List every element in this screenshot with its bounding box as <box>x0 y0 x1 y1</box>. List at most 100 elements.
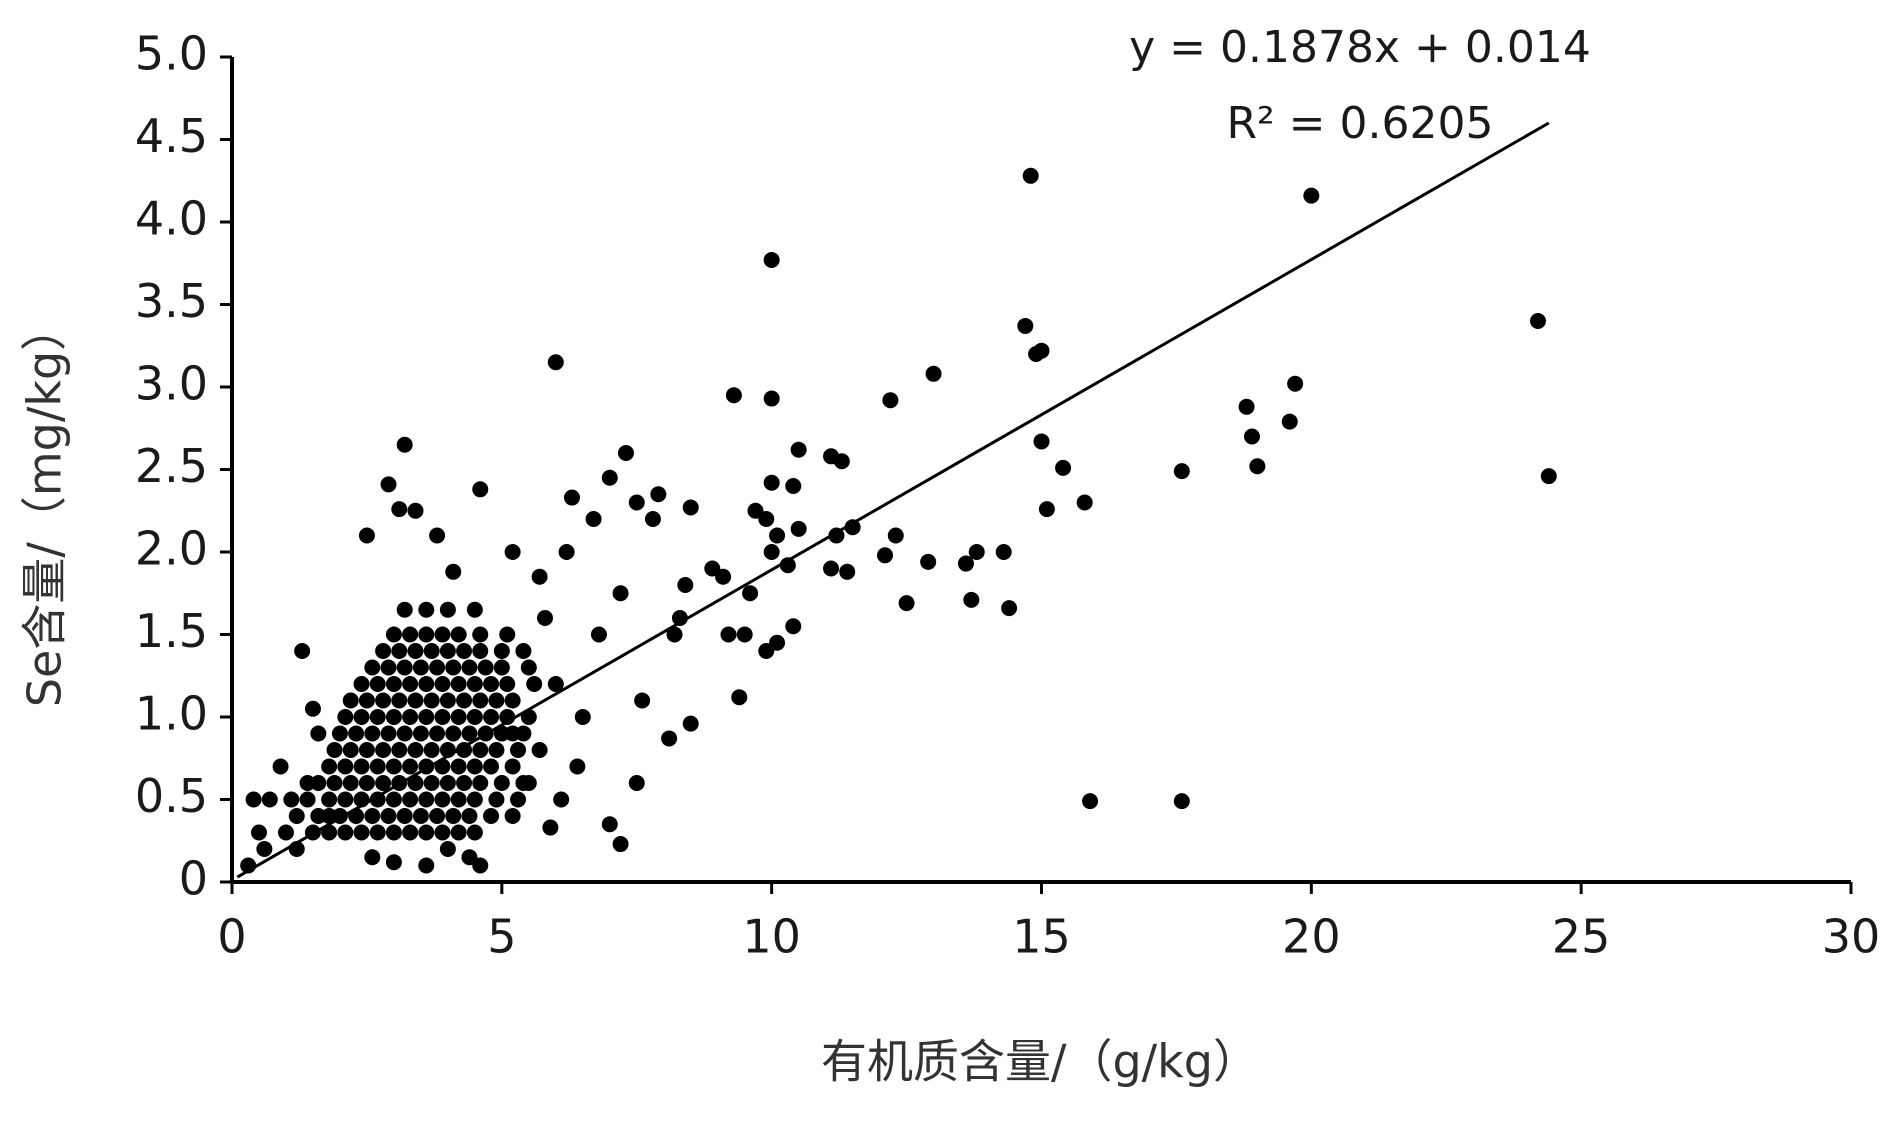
point <box>358 692 375 709</box>
point <box>439 601 456 618</box>
point <box>650 486 667 503</box>
point <box>569 758 586 775</box>
point <box>321 808 338 824</box>
point <box>299 791 316 808</box>
point <box>418 676 435 692</box>
point <box>472 857 489 874</box>
point <box>310 725 327 742</box>
x-tick-label: 0 <box>217 910 246 964</box>
point <box>634 692 651 709</box>
point <box>763 544 780 560</box>
point <box>461 659 478 676</box>
point <box>1281 413 1298 430</box>
point <box>434 709 451 725</box>
y-axis-title: Se含量/（mg/kg） <box>18 305 72 707</box>
point <box>439 775 456 791</box>
point <box>418 709 435 725</box>
point <box>385 676 402 692</box>
point <box>358 527 375 544</box>
point <box>402 676 419 692</box>
point <box>364 808 381 824</box>
point <box>785 618 802 635</box>
point <box>612 836 629 853</box>
trendline <box>236 121 1550 879</box>
point <box>601 469 618 486</box>
point <box>823 560 840 577</box>
point <box>250 824 267 841</box>
point <box>434 626 451 643</box>
point <box>472 692 489 709</box>
point <box>763 390 780 407</box>
point <box>391 643 408 659</box>
point <box>380 808 397 824</box>
y-tick-label: 2.5 <box>135 439 208 493</box>
point <box>385 824 402 841</box>
point <box>1540 468 1557 485</box>
point <box>375 742 392 758</box>
point <box>520 775 537 791</box>
point <box>720 626 737 643</box>
point <box>504 758 521 775</box>
point <box>477 659 494 676</box>
point <box>526 676 543 692</box>
point <box>396 601 413 618</box>
point <box>445 808 462 824</box>
point <box>493 775 510 791</box>
point <box>963 591 980 608</box>
point <box>412 808 429 824</box>
point <box>763 251 780 268</box>
point <box>439 643 456 659</box>
point <box>380 476 397 493</box>
point <box>299 775 316 791</box>
point <box>661 730 678 747</box>
point <box>682 715 699 732</box>
point <box>1303 187 1320 204</box>
point <box>483 758 500 775</box>
point <box>677 577 694 593</box>
point <box>294 643 311 659</box>
point <box>1173 463 1190 480</box>
point <box>337 758 354 775</box>
point <box>763 474 780 491</box>
point <box>369 758 386 775</box>
point <box>790 441 807 458</box>
point <box>553 791 570 808</box>
point <box>375 775 392 791</box>
point <box>1173 793 1190 810</box>
point <box>450 791 467 808</box>
point <box>466 676 483 692</box>
point <box>353 676 370 692</box>
point <box>1076 494 1093 511</box>
point <box>277 824 294 841</box>
point <box>391 692 408 709</box>
point <box>876 547 893 564</box>
point <box>272 758 289 775</box>
point <box>407 775 424 791</box>
point <box>429 725 446 742</box>
y-tick-label: 0 <box>179 852 208 906</box>
point <box>483 808 500 824</box>
point <box>585 511 602 527</box>
point <box>483 676 500 692</box>
point <box>429 659 446 676</box>
point <box>412 725 429 742</box>
point <box>504 544 521 560</box>
y-tick-label: 5.0 <box>135 27 208 81</box>
point <box>995 544 1012 560</box>
point <box>882 392 899 409</box>
point <box>326 775 343 791</box>
point <box>466 601 483 618</box>
x-axis-title: 有机质含量/（g/kg） <box>821 1035 1259 1089</box>
point <box>434 676 451 692</box>
point <box>574 709 591 725</box>
point <box>418 626 435 643</box>
point <box>1033 433 1050 450</box>
point <box>823 448 840 465</box>
point <box>504 808 521 824</box>
point <box>590 626 607 643</box>
point <box>628 494 645 511</box>
point <box>353 758 370 775</box>
point <box>456 643 473 659</box>
point <box>407 742 424 758</box>
r-squared: R² = 0.6205 <box>1226 98 1493 149</box>
